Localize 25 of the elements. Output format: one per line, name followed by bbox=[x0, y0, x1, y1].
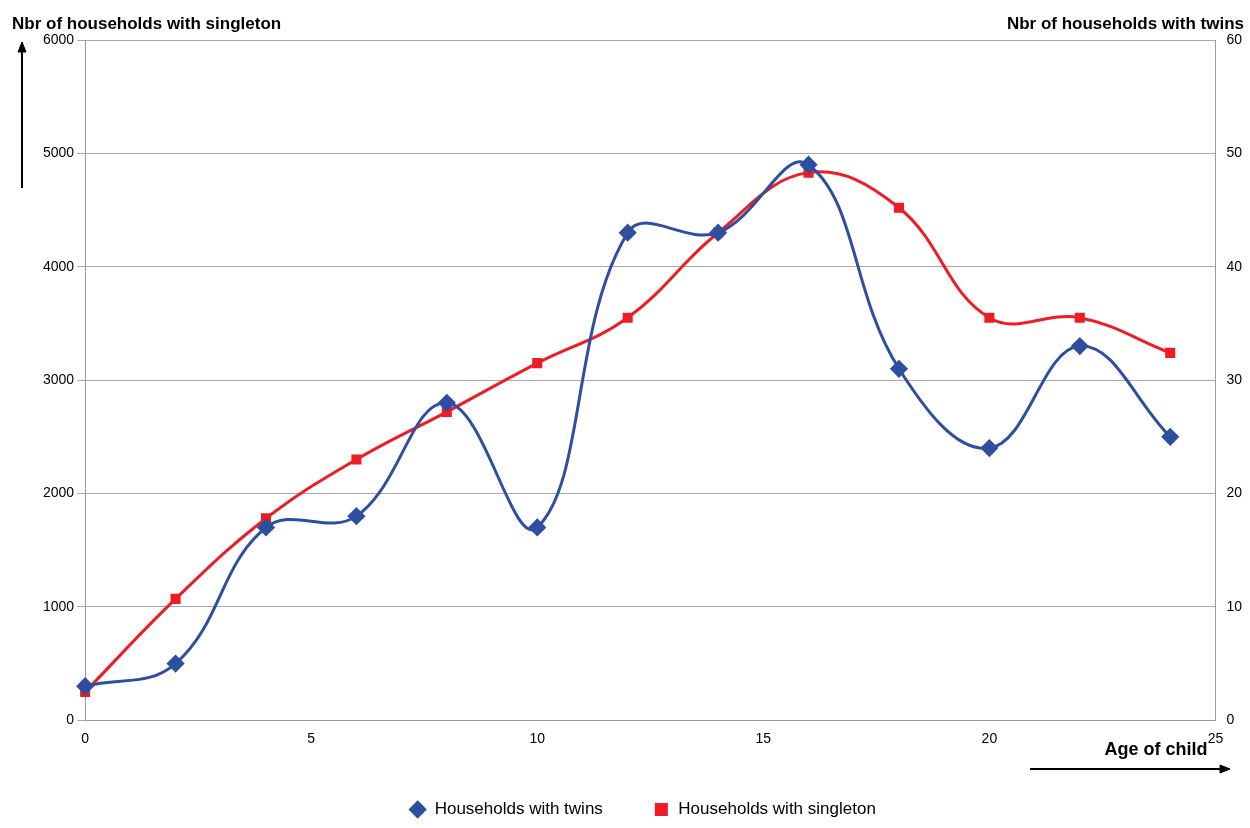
y2-tick-label: 40 bbox=[1226, 257, 1243, 274]
y2-tick-label: 50 bbox=[1226, 144, 1243, 161]
x-tick-label: 5 bbox=[307, 730, 316, 747]
legend-label: Households with twins bbox=[434, 799, 603, 819]
y-tick-label: 2000 bbox=[42, 484, 75, 501]
y2-axis-title: Nbr of households with twins bbox=[1006, 13, 1244, 33]
y-tick-label: 0 bbox=[66, 711, 75, 728]
x-axis-title: Age of child bbox=[1104, 739, 1208, 760]
y-tick-label: 6000 bbox=[42, 30, 75, 47]
x-tick-label: 20 bbox=[981, 730, 998, 747]
y-tick-label: 1000 bbox=[42, 597, 75, 614]
x-tick-label: 10 bbox=[529, 730, 546, 747]
y-tick-label: 3000 bbox=[42, 370, 75, 387]
y-tick-label: 4000 bbox=[42, 257, 75, 274]
y-axis-title: Nbr of households with singleton bbox=[12, 13, 282, 33]
y2-tick-label: 10 bbox=[1226, 597, 1243, 614]
y2-tick-label: 30 bbox=[1226, 370, 1243, 387]
legend-label: Households with singleton bbox=[678, 799, 876, 819]
y2-tick-label: 20 bbox=[1226, 484, 1243, 501]
y2-tick-label: 60 bbox=[1226, 30, 1243, 47]
x-tick-label: 15 bbox=[755, 730, 772, 747]
x-tick-label: 25 bbox=[1207, 730, 1224, 747]
y2-tick-label: 0 bbox=[1226, 711, 1235, 728]
y-tick-label: 5000 bbox=[42, 144, 75, 161]
x-tick-label: 0 bbox=[81, 730, 90, 747]
